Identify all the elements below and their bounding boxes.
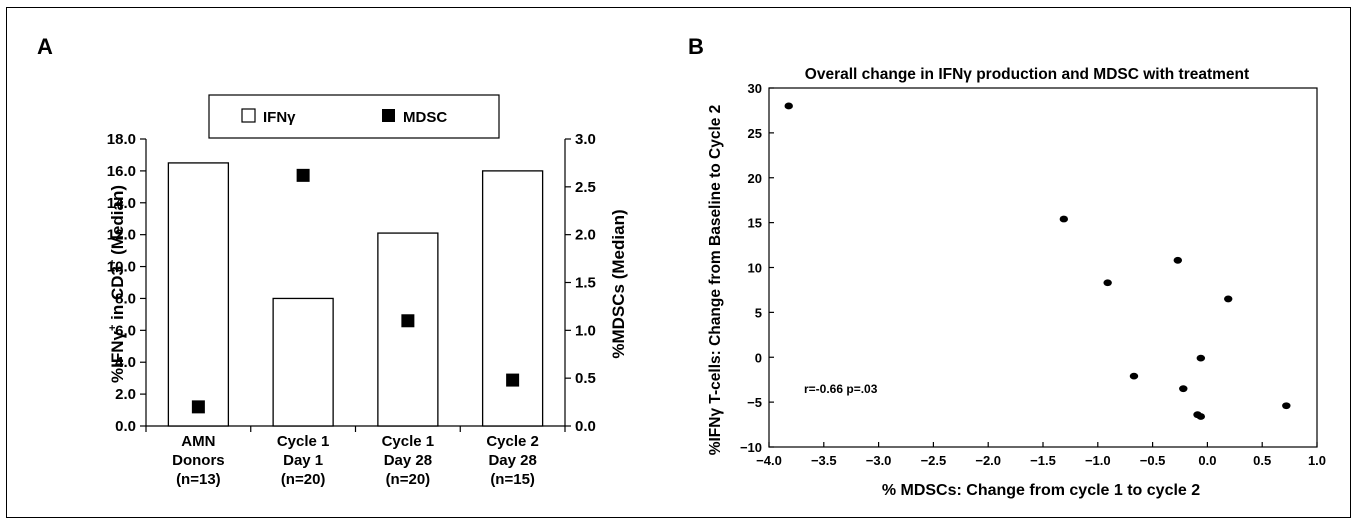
right-y-tick-label: 3.0 xyxy=(575,131,596,148)
right-y-tick-label: 0.5 xyxy=(575,370,596,387)
scatter-point xyxy=(1196,354,1206,362)
scatter-x-tick-label: −2.5 xyxy=(921,453,947,468)
scatter-x-axis-label: % MDSCs: Change from cycle 1 to cycle 2 xyxy=(882,482,1200,499)
left-y-tick-label: 18.0 xyxy=(107,131,136,148)
scatter-point xyxy=(1059,215,1069,223)
right-y-tick-label: 2.0 xyxy=(575,227,596,244)
mdsc-marker xyxy=(191,400,205,414)
scatter-x-tick-label: −3.0 xyxy=(866,453,892,468)
left-y-tick-label: 10.0 xyxy=(107,259,136,276)
left-y-tick-label: 12.0 xyxy=(107,227,136,244)
ifng-bar xyxy=(167,162,230,427)
scatter-y-tick-label: −5 xyxy=(747,395,762,410)
panel-b-chart: Overall change in IFNγ production and MD… xyxy=(707,66,1326,499)
scatter-point xyxy=(1173,256,1183,264)
x-category-label: (n=15) xyxy=(490,471,535,488)
scatter-y-tick-label: 20 xyxy=(748,171,762,186)
scatter-y-tick-label: −10 xyxy=(740,440,762,455)
left-y-tick-label: 2.0 xyxy=(115,386,136,403)
scatter-y-tick-label: 25 xyxy=(748,126,762,141)
mdsc-marker xyxy=(401,314,415,328)
ifng-bar xyxy=(377,232,439,427)
scatter-point xyxy=(1196,413,1206,420)
panel-a-chart: IFNγ MDSC 0.0 2.0 4.0 6.0 8.0 10.0 12.0 14.0 16.… xyxy=(107,94,628,488)
x-category-label: Cycle 2 xyxy=(486,433,539,450)
panel-b-label: B xyxy=(688,34,704,59)
scatter-x-tick-label: 1.0 xyxy=(1308,453,1326,468)
right-y-tick-label: 2.5 xyxy=(575,179,596,196)
correlation-annotation: r=-0.66 p=.03 xyxy=(804,382,878,396)
mdsc-marker xyxy=(296,168,310,182)
scatter-y-axis-label: %IFNγ T-cells: Change from Baseline to C… xyxy=(707,105,724,456)
scatter-y-tick-label: 0 xyxy=(755,350,762,365)
ifng-bar xyxy=(481,170,544,427)
scatter-x-tick-label: −1.0 xyxy=(1085,453,1111,468)
scatter-y-tick-label: 5 xyxy=(755,305,762,320)
scatter-y-tick-label: 15 xyxy=(748,216,762,231)
scatter-title: Overall change in IFNγ production and MD… xyxy=(805,66,1249,83)
right-y-tick-label: 0.0 xyxy=(575,418,596,435)
scatter-point xyxy=(1103,279,1112,287)
legend-box xyxy=(208,94,500,139)
legend-swatch-ifng xyxy=(241,108,256,123)
ifng-bar xyxy=(272,297,334,427)
x-category-label: Day 1 xyxy=(283,452,323,469)
mdsc-marker xyxy=(506,373,520,387)
legend-swatch-mdsc xyxy=(382,109,395,122)
left-y-tick-label: 14.0 xyxy=(107,195,136,212)
scatter-x-tick-label: −4.0 xyxy=(756,453,782,468)
right-y-axis-label: %MDSCs (Median) xyxy=(609,209,628,358)
scatter-point xyxy=(1129,372,1139,380)
scatter-x-tick-label: 0.0 xyxy=(1198,453,1216,468)
x-category-label: Cycle 1 xyxy=(277,433,330,450)
left-y-tick-label: 6.0 xyxy=(115,322,136,339)
scatter-x-tick-label: −0.5 xyxy=(1140,453,1166,468)
figure-frame xyxy=(6,7,1351,518)
x-category-label: AMN xyxy=(181,433,215,450)
scatter-x-tick-label: −1.5 xyxy=(1030,453,1056,468)
left-y-tick-label: 4.0 xyxy=(115,354,136,371)
scatter-x-tick-label: −3.5 xyxy=(811,453,837,468)
scatter-y-tick-label: 10 xyxy=(748,261,762,276)
left-y-axis-label: %IFNγ+ in CD3+ (Median) xyxy=(107,185,127,383)
legend-label-ifng: IFNγ xyxy=(263,109,296,126)
x-category-label: (n=20) xyxy=(281,471,326,488)
legend-label-mdsc: MDSC xyxy=(403,109,447,126)
right-y-tick-label: 1.5 xyxy=(575,275,596,292)
scatter-point xyxy=(1224,295,1233,303)
scatter-x-tick-label: 0.5 xyxy=(1253,453,1271,468)
left-y-tick-label: 0.0 xyxy=(115,418,136,435)
scatter-point xyxy=(1282,402,1291,410)
scatter-y-tick-label: 30 xyxy=(748,81,762,96)
x-category-label: Cycle 1 xyxy=(382,433,435,450)
x-category-label: (n=13) xyxy=(176,471,221,488)
scatter-point xyxy=(784,102,793,110)
x-category-label: Day 28 xyxy=(488,452,536,469)
x-category-label: Day 28 xyxy=(384,452,432,469)
left-y-tick-label: 16.0 xyxy=(107,163,136,180)
x-category-label: (n=20) xyxy=(386,471,431,488)
left-y-tick-label: 8.0 xyxy=(115,290,136,307)
panel-a-label: A xyxy=(37,34,53,59)
x-category-label: Donors xyxy=(172,452,225,469)
scatter-x-tick-label: −2.0 xyxy=(975,453,1001,468)
right-y-tick-label: 1.0 xyxy=(575,322,596,339)
scatter-point xyxy=(1179,385,1188,393)
